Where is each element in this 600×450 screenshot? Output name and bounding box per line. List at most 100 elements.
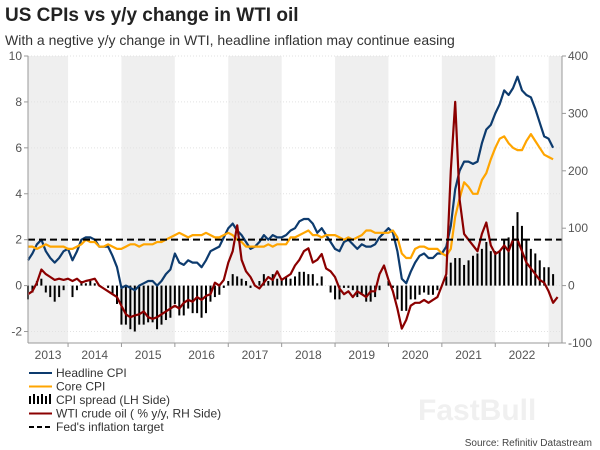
- spread-bar: [485, 241, 488, 286]
- spread-bar: [205, 285, 207, 314]
- legend-label: Core CPI: [56, 380, 105, 394]
- spread-bar: [258, 281, 261, 286]
- spread-bar: [169, 285, 172, 318]
- shaded-band-2017: [228, 56, 282, 343]
- legend-bar-swatch: [29, 396, 31, 404]
- spread-bar: [44, 285, 47, 293]
- legend-label: WTI crude oil ( % y/y, RH Side): [56, 407, 221, 421]
- spread-bar: [191, 285, 194, 314]
- legend-label: CPI spread (LH Side): [56, 393, 170, 407]
- spread-bar: [93, 283, 96, 286]
- left-tick-label: 8: [15, 95, 22, 109]
- spread-bar: [294, 276, 296, 286]
- spread-bar: [436, 285, 439, 291]
- series-line-0: [27, 75, 555, 292]
- watermark: FastBull: [418, 394, 536, 427]
- spread-bar: [285, 276, 288, 286]
- spread-bar: [160, 285, 163, 325]
- spread-bar: [213, 285, 216, 298]
- right-tick-label: 100: [568, 221, 588, 235]
- spread-bar: [543, 267, 546, 286]
- spread-bar: [298, 271, 301, 286]
- spread-bar: [196, 285, 199, 314]
- shaded-band-2013: [28, 56, 69, 343]
- spread-bar: [71, 285, 74, 298]
- spread-bar: [351, 285, 354, 291]
- right-tick-label: 400: [568, 49, 588, 63]
- spread-bar: [512, 225, 515, 286]
- spread-bar: [520, 225, 523, 286]
- spread-bar: [334, 285, 337, 300]
- spread-bar: [329, 285, 332, 293]
- spread-bar: [249, 285, 252, 288]
- spread-bar: [547, 267, 550, 286]
- spread-bar: [538, 260, 541, 286]
- x-tick-label: 2022: [509, 348, 536, 362]
- x-tick-label: 2015: [135, 348, 162, 362]
- spread-bar: [129, 285, 132, 330]
- spread-bar: [267, 281, 270, 286]
- spread-bar: [320, 276, 323, 286]
- spread-bar: [147, 285, 150, 323]
- spread-bar: [187, 285, 190, 309]
- spread-bar: [280, 278, 283, 286]
- spread-bar: [427, 285, 430, 295]
- spread-bar: [111, 285, 114, 295]
- spread-bar: [423, 285, 426, 293]
- spread-bar: [534, 253, 537, 286]
- spread-bar: [365, 285, 368, 302]
- spread-bar: [342, 285, 345, 288]
- legend-label: Headline CPI: [56, 366, 127, 380]
- spread-bar: [289, 278, 292, 286]
- spread-bar: [276, 278, 279, 286]
- x-tick-label: 2014: [81, 348, 108, 362]
- left-tick-label: 6: [15, 141, 22, 155]
- spread-bar: [360, 285, 363, 295]
- spread-bar: [458, 258, 461, 286]
- spread-bar: [231, 274, 234, 286]
- left-tick-label: 10: [9, 49, 23, 63]
- spread-bar: [476, 253, 479, 286]
- spread-bar: [316, 283, 319, 286]
- spread-bar: [124, 285, 127, 325]
- spread-bar: [472, 255, 474, 286]
- spread-bar: [414, 285, 417, 300]
- legend-bar-swatch: [41, 394, 43, 404]
- spread-bar: [164, 285, 167, 321]
- spread-bar: [138, 285, 141, 325]
- spread-bar: [454, 258, 457, 286]
- spread-bar: [116, 285, 118, 304]
- x-tick-label: 2020: [402, 348, 429, 362]
- spread-bar: [507, 237, 510, 286]
- shaded-band-2019: [335, 56, 389, 343]
- spread-bar: [400, 285, 403, 311]
- spread-bar: [378, 285, 381, 291]
- spread-bar: [431, 285, 434, 295]
- x-tick-label: 2019: [348, 348, 375, 362]
- legend-label: Fed's inflation target: [56, 420, 164, 434]
- spread-bar: [173, 285, 176, 304]
- spread-bar: [552, 274, 555, 286]
- spread-bar: [516, 212, 519, 286]
- spread-bar: [391, 285, 394, 288]
- spread-bar: [107, 285, 110, 288]
- x-tick-label: 2021: [455, 348, 482, 362]
- x-tick-label: 2013: [35, 348, 62, 362]
- right-tick-label: 200: [568, 164, 588, 178]
- shaded-band-2021: [441, 56, 496, 343]
- chart-title: US CPIs vs y/y change in WTI oil: [5, 5, 299, 26]
- x-tick-label: 2016: [188, 348, 215, 362]
- spread-bar: [494, 251, 497, 286]
- spread-bar: [151, 285, 154, 323]
- series-line-1: [28, 133, 554, 260]
- spread-bar: [463, 264, 466, 286]
- spread-bar: [307, 274, 310, 286]
- right-tick-label: 0: [568, 279, 575, 293]
- x-tick-label: 2017: [242, 348, 269, 362]
- spread-bar: [218, 285, 221, 295]
- spread-bar: [480, 248, 483, 286]
- spread-bar: [409, 285, 412, 300]
- legend-bar-swatch: [45, 396, 47, 404]
- spread-bar: [142, 285, 145, 325]
